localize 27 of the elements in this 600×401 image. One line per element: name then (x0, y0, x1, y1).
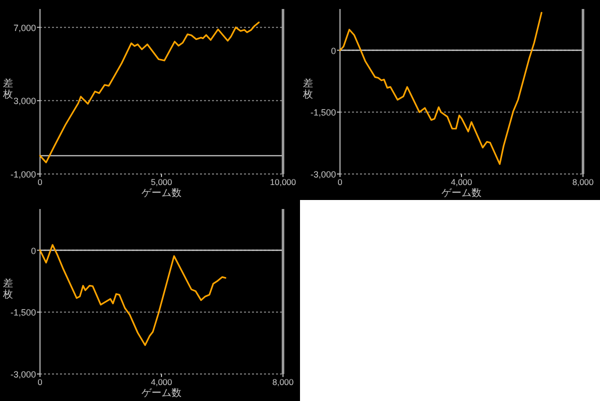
x-tick-label: 0 (38, 177, 43, 187)
x-tick-label: 5,000 (150, 177, 172, 187)
x-tick-label: 10,000 (270, 177, 296, 187)
x-axis-title: ゲーム数 (442, 188, 482, 199)
y-tick-label: 0 (30, 246, 36, 256)
x-tick-label: 8,000 (572, 177, 594, 187)
x-axis-title: ゲーム数 (142, 388, 182, 399)
y-tick-label: -3,000 (310, 170, 336, 180)
x-tick-label: 4,000 (150, 377, 172, 387)
line-series (39, 244, 226, 346)
line-series (39, 22, 260, 164)
x-tick-label: 0 (38, 377, 43, 387)
y-tick-label: -1,500 (310, 108, 336, 118)
y-tick-label: -3,000 (10, 370, 36, 380)
y-tick-label: 0 (330, 46, 336, 56)
y-axis-title: 差枚 (302, 78, 313, 100)
x-tick-label: 8,000 (272, 377, 294, 387)
x-axis-title: ゲーム数 (142, 188, 182, 199)
line-series (339, 12, 542, 165)
y-tick-label: 7,000 (13, 22, 36, 33)
x-tick-label: 0 (338, 177, 343, 187)
y-tick-label: 3,000 (13, 96, 36, 106)
y-axis-title: 差枚 (2, 278, 13, 300)
y-tick-label: -1,000 (10, 170, 36, 180)
y-tick-label: -1,500 (10, 308, 36, 318)
y-axis-title: 差枚 (2, 78, 13, 100)
x-tick-label: 4,000 (450, 177, 472, 187)
